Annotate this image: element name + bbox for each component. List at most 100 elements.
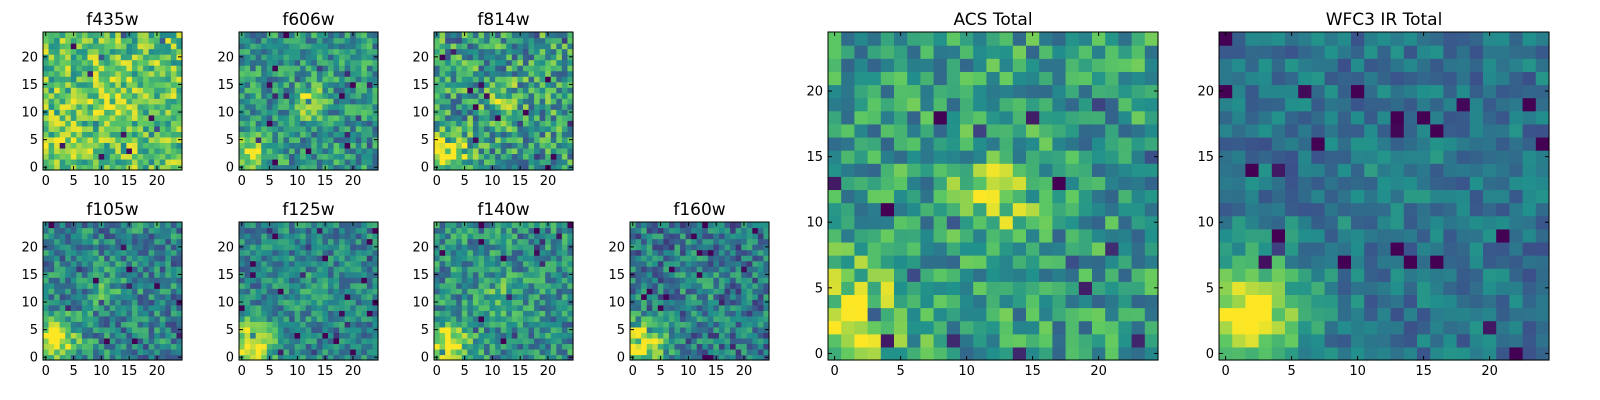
heatmap-cell — [76, 293, 83, 300]
heatmap-cell — [126, 131, 133, 138]
heatmap-cell — [333, 337, 340, 345]
heatmap-cell — [472, 59, 480, 66]
heatmap-cell — [724, 337, 731, 345]
heatmap-cell — [539, 158, 546, 166]
heatmap-cell — [344, 48, 351, 55]
heatmap-cell — [115, 59, 122, 66]
heatmap-cell — [1026, 202, 1040, 217]
heatmap-cell — [702, 343, 709, 350]
heatmap-cell — [305, 164, 312, 171]
heatmap-cell — [65, 59, 72, 66]
heatmap-cell — [630, 238, 637, 245]
heatmap-cell — [305, 343, 312, 350]
heatmap-cell — [283, 136, 290, 143]
heatmap-cell — [696, 227, 703, 234]
heatmap-cell — [255, 43, 262, 50]
heatmap-cell — [372, 348, 379, 356]
heatmap-cell — [641, 310, 648, 317]
heatmap-cell — [93, 147, 100, 155]
heatmap-cell — [663, 266, 670, 273]
heatmap-cell — [545, 59, 552, 66]
heatmap-cell — [159, 98, 166, 105]
heatmap-cell — [143, 326, 150, 333]
heatmap-cell — [350, 120, 357, 127]
heatmap-cell — [339, 70, 346, 77]
heatmap-cell — [500, 326, 507, 333]
heatmap-cell — [685, 348, 692, 356]
heatmap-cell — [93, 125, 100, 132]
heatmap-cell — [87, 48, 94, 55]
heatmap-cell — [244, 48, 251, 55]
heatmap-cell — [450, 315, 457, 322]
heatmap-cell — [109, 354, 116, 361]
heatmap-cell — [43, 158, 50, 166]
heatmap-cell — [322, 98, 329, 105]
heatmap-cell — [43, 310, 50, 317]
heatmap-cell — [115, 92, 122, 99]
heatmap-cell — [1065, 176, 1080, 191]
heatmap-cell — [696, 315, 703, 322]
heatmap-cell — [439, 103, 446, 110]
heatmap-cell — [159, 288, 166, 295]
heatmap-cell — [272, 260, 279, 267]
heatmap-cell — [973, 241, 987, 256]
heatmap-cell — [439, 109, 446, 116]
heatmap-cell — [456, 54, 463, 61]
heatmap-cell — [176, 238, 183, 245]
heatmap-cell — [255, 70, 262, 77]
heatmap-cell — [43, 277, 50, 284]
heatmap-cell — [556, 76, 563, 83]
heatmap-cell — [630, 332, 637, 339]
heatmap-cell — [250, 158, 257, 166]
heatmap-cell — [350, 158, 357, 166]
heatmap-cell — [104, 103, 111, 110]
heatmap-cell — [528, 222, 535, 229]
heatmap-cell — [277, 76, 285, 83]
heatmap-cell — [87, 326, 94, 333]
heatmap-cell — [333, 343, 340, 350]
heatmap-cell — [880, 268, 895, 282]
heatmap-cell — [148, 249, 155, 256]
heatmap-cell — [434, 255, 441, 262]
heatmap-cell — [339, 87, 346, 94]
heatmap-cell — [456, 348, 463, 356]
heatmap-cell — [439, 238, 446, 245]
heatmap-cell — [327, 332, 335, 339]
heatmap-cell — [333, 249, 340, 256]
heatmap-cell — [478, 147, 485, 155]
heatmap-cell — [472, 348, 480, 356]
heatmap-cell — [561, 266, 569, 273]
heatmap-cell — [1065, 255, 1080, 269]
heatmap-cell — [489, 238, 496, 245]
heatmap-cell — [752, 222, 759, 229]
heatmap-cell — [567, 87, 574, 94]
heatmap-cell — [668, 293, 676, 300]
heatmap-cell — [500, 87, 507, 94]
heatmap-cell — [484, 164, 491, 171]
heatmap-cell — [305, 249, 312, 256]
heatmap-cell — [109, 343, 116, 350]
heatmap-cell — [87, 304, 94, 311]
heatmap-cell — [104, 282, 111, 289]
heatmap-cell — [266, 153, 273, 160]
heatmap-cell — [434, 238, 441, 245]
heatmap-cell — [724, 354, 731, 361]
heatmap-cell — [120, 103, 127, 110]
heatmap-cell — [98, 310, 105, 317]
heatmap-cell — [250, 131, 257, 138]
heatmap-cell — [663, 288, 670, 295]
heatmap-cell — [355, 222, 362, 229]
heatmap-cell — [339, 282, 346, 289]
heatmap-cell — [54, 92, 61, 99]
heatmap-cell — [327, 114, 335, 121]
heatmap-cell — [1012, 241, 1027, 256]
heatmap-cell — [439, 249, 446, 256]
heatmap-cell — [746, 238, 753, 245]
heatmap-cell — [322, 337, 329, 345]
heatmap-cell — [478, 354, 485, 361]
heatmap-cell — [289, 282, 296, 289]
heatmap-cell — [366, 321, 374, 328]
heatmap-cell — [506, 299, 513, 306]
heatmap-cell — [511, 271, 518, 278]
heatmap-cell — [350, 76, 357, 83]
